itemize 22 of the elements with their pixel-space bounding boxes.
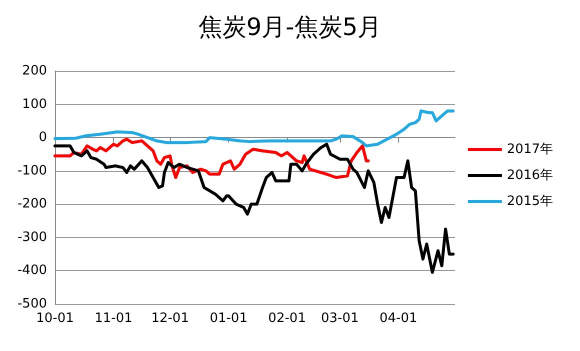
y-tick-label: -100 bbox=[17, 163, 47, 178]
y-tick-label: -300 bbox=[17, 230, 47, 245]
x-tick-label: 03-01 bbox=[321, 311, 359, 326]
x-tick-label: 12-01 bbox=[151, 311, 189, 326]
line-series bbox=[54, 109, 455, 148]
line-series bbox=[54, 142, 455, 274]
y-tick-label: 0 bbox=[38, 130, 47, 146]
y-tick-label: -500 bbox=[17, 296, 47, 312]
legend-label: 2017年 bbox=[506, 142, 554, 157]
x-tick-label: 10-01 bbox=[36, 311, 74, 326]
y-tick-label: -200 bbox=[17, 196, 47, 212]
x-tick-label: 01-01 bbox=[210, 311, 248, 326]
y-tick-label: -400 bbox=[17, 263, 47, 278]
chart-title: 焦炭9月-焦炭5月 bbox=[198, 13, 382, 41]
line-series bbox=[54, 138, 370, 180]
x-tick-label: 11-01 bbox=[94, 311, 132, 326]
x-tick-label: 02-01 bbox=[268, 311, 306, 326]
legend-label: 2015年 bbox=[506, 194, 554, 209]
legend-label: 2016年 bbox=[506, 168, 554, 183]
y-tick-label: 200 bbox=[22, 64, 47, 78]
x-tick-label: 04-01 bbox=[380, 311, 418, 326]
y-tick-label: 100 bbox=[22, 96, 47, 112]
